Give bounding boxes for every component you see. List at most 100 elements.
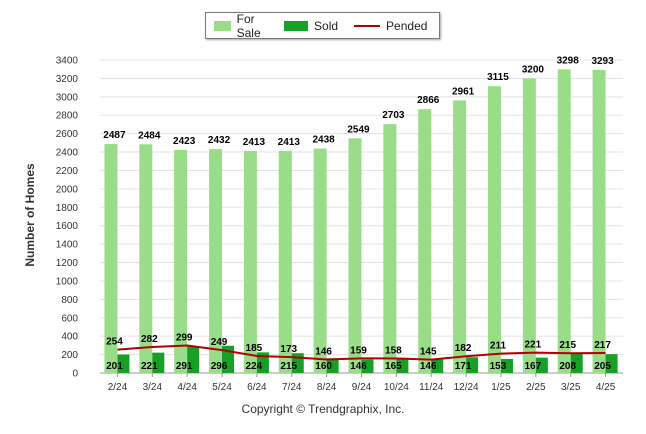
data-label-pended: 249: [211, 337, 228, 348]
data-label-sold: 160: [315, 361, 332, 372]
data-label-pended: 182: [455, 343, 472, 354]
data-label-pended: 158: [385, 345, 402, 356]
bar-sold: [396, 357, 409, 373]
data-label-sold: 167: [524, 361, 541, 372]
bar-sold: [256, 352, 269, 373]
bar-for-sale: [139, 144, 153, 373]
bar-for-sale: [557, 69, 571, 373]
data-label-pended: 299: [176, 332, 193, 343]
legend-item-pended: Pended: [354, 19, 427, 33]
bar-sold: [361, 359, 374, 373]
bar-sold: [570, 353, 583, 373]
x-tick-label: 6/24: [247, 382, 267, 393]
y-tick-label: 3000: [56, 92, 79, 103]
data-label-sold: 215: [280, 361, 297, 372]
data-label-for-sale: 3298: [557, 55, 580, 66]
y-tick-label: 400: [61, 332, 78, 343]
sold-swatch: [284, 20, 309, 31]
data-label-sold: 153: [490, 361, 507, 372]
data-label-for-sale: 2413: [243, 137, 266, 148]
x-tick-label: 8/24: [317, 382, 337, 393]
data-label-sold: 171: [455, 361, 472, 372]
data-label-for-sale: 2487: [103, 130, 126, 141]
y-tick-label: 1400: [56, 240, 79, 251]
data-label-for-sale: 2866: [417, 95, 440, 106]
y-tick-label: 0: [72, 369, 78, 380]
data-label-for-sale: 2961: [452, 86, 475, 97]
x-tick-label: 7/24: [282, 382, 302, 393]
data-label-for-sale: 2413: [278, 137, 301, 148]
pended-swatch: [354, 24, 381, 27]
bar-sold: [152, 352, 165, 373]
data-label-sold: 208: [559, 361, 576, 372]
data-label-pended: 145: [420, 347, 437, 358]
legend-label-pended: Pended: [386, 18, 428, 33]
bar-for-sale: [592, 69, 606, 374]
y-tick-label: 3400: [56, 56, 79, 67]
legend: For Sale Sold Pended: [205, 12, 440, 40]
x-tick-label: 5/24: [212, 382, 232, 393]
y-tick-label: 2600: [56, 129, 79, 140]
legend-item-sold: Sold: [284, 19, 338, 33]
bar-for-sale: [487, 86, 501, 374]
data-label-sold: 146: [420, 361, 437, 372]
bar-sold: [431, 359, 444, 373]
data-label-sold: 201: [106, 361, 123, 372]
bar-for-sale: [453, 100, 467, 374]
legend-label-sold: Sold: [314, 18, 339, 33]
data-label-pended: 211: [490, 341, 507, 352]
line-pended: [117, 344, 606, 361]
x-tick-label: 3/25: [561, 382, 581, 393]
x-tick-label: 9/24: [352, 382, 372, 393]
bar-for-sale: [209, 149, 223, 373]
data-label-pended: 185: [246, 343, 263, 354]
bar-for-sale: [278, 150, 292, 373]
y-tick-label: 800: [61, 295, 78, 306]
y-tick-label: 2800: [56, 111, 79, 122]
data-label-sold: 224: [246, 361, 263, 372]
y-tick-label: 2400: [56, 148, 79, 159]
bar-sold: [605, 354, 618, 373]
data-label-for-sale: 3115: [487, 72, 509, 83]
bar-for-sale: [313, 148, 327, 373]
bar-sold: [500, 358, 513, 373]
data-label-pended: 159: [350, 345, 367, 356]
x-tick-label: 12/24: [454, 382, 479, 393]
data-label-for-sale: 2549: [347, 124, 370, 135]
bar-for-sale: [174, 149, 188, 373]
x-tick-label: 4/24: [177, 382, 197, 393]
data-label-pended: 217: [594, 340, 611, 351]
bar-for-sale: [243, 150, 257, 373]
data-label-pended: 221: [524, 340, 541, 351]
x-tick-label: 2/25: [526, 382, 546, 393]
data-label-for-sale: 2432: [208, 135, 231, 146]
y-tick-label: 200: [61, 350, 78, 361]
data-label-sold: 221: [141, 361, 158, 372]
x-tick-label: 1/25: [491, 382, 511, 393]
bar-sold: [535, 357, 548, 373]
legend-label-for-sale: For Sale: [236, 11, 261, 40]
data-label-sold: 291: [176, 361, 193, 372]
y-tick-label: 1200: [56, 258, 79, 269]
bar-sold: [466, 357, 479, 373]
y-tick-label: 2000: [56, 184, 79, 195]
bar-for-sale: [348, 138, 362, 373]
for-sale-swatch: [214, 20, 231, 31]
x-tick-label: 11/24: [419, 382, 444, 393]
data-label-sold: 146: [350, 361, 367, 372]
data-label-for-sale: 3293: [591, 56, 614, 67]
copyright: Copyright © Trendgraphix, Inc.: [241, 402, 405, 416]
legend-item-for-sale: For Sale: [214, 12, 268, 40]
bar-sold: [117, 354, 130, 373]
data-label-pended: 254: [106, 337, 123, 348]
y-tick-label: 600: [61, 313, 78, 324]
bar-sold: [326, 358, 339, 373]
data-label-pended: 282: [141, 334, 158, 345]
data-label-for-sale: 3200: [522, 64, 545, 75]
data-label-for-sale: 2423: [173, 136, 196, 147]
x-tick-label: 3/24: [143, 382, 163, 393]
data-label-for-sale: 2703: [382, 110, 405, 121]
data-label-for-sale: 2484: [138, 130, 161, 141]
bar-sold: [187, 346, 200, 373]
